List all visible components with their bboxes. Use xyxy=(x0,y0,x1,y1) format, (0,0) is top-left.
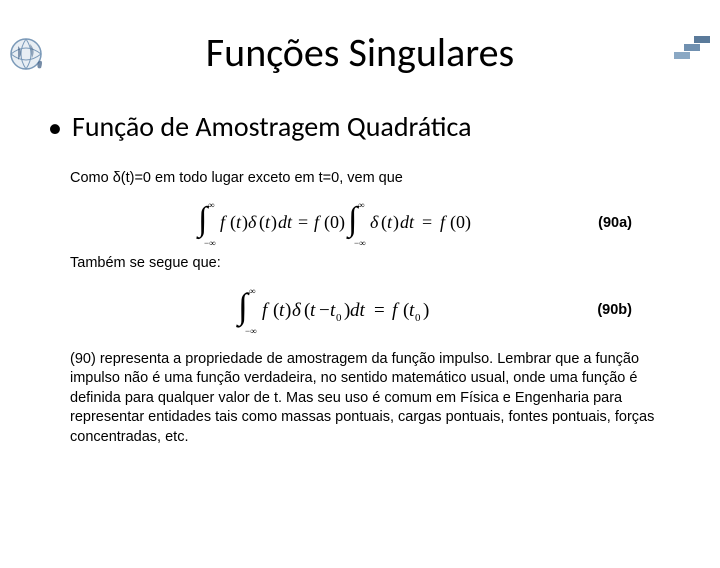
svg-text:f: f xyxy=(220,212,228,232)
equation-1: ∫ ∞ −∞ f ( t ) δ ( t ) dt = f (0) ∫ ∞ −∞ xyxy=(190,198,530,248)
svg-text:δ: δ xyxy=(292,300,302,321)
svg-text:dt: dt xyxy=(350,300,366,321)
svg-text:=: = xyxy=(422,212,432,232)
svg-text:): ) xyxy=(271,212,277,233)
svg-text:): ) xyxy=(423,300,429,321)
equation-2: ∫ ∞ −∞ f ( t ) δ ( t − t 0 ) dt = f ( t … xyxy=(230,284,490,336)
svg-text:−∞: −∞ xyxy=(245,326,257,336)
svg-text:t: t xyxy=(310,300,316,321)
svg-text:): ) xyxy=(285,300,291,321)
page-title: Funções Singulares xyxy=(0,28,720,77)
equation-1-row: ∫ ∞ −∞ f ( t ) δ ( t ) dt = f (0) ∫ ∞ −∞ xyxy=(48,198,672,248)
logo-right xyxy=(666,34,714,62)
footer-paragraph: (90) representa a propriedade de amostra… xyxy=(70,350,672,448)
svg-text:=: = xyxy=(374,300,385,321)
svg-text:∞: ∞ xyxy=(249,286,255,296)
logo-left xyxy=(6,34,46,74)
svg-text:δ: δ xyxy=(370,212,379,232)
svg-text:0: 0 xyxy=(415,312,421,324)
svg-text:∞: ∞ xyxy=(208,200,214,210)
svg-text:dt: dt xyxy=(278,212,293,232)
bullet-icon: • xyxy=(48,111,62,145)
svg-text:dt: dt xyxy=(400,212,415,232)
svg-text:=: = xyxy=(298,212,308,232)
svg-text:∫: ∫ xyxy=(236,286,250,328)
svg-text:δ: δ xyxy=(248,212,257,232)
subtitle-row: • Função de Amostragem Quadrática xyxy=(48,109,672,145)
equation-2-row: ∫ ∞ −∞ f ( t ) δ ( t − t 0 ) dt = f ( t … xyxy=(48,284,672,336)
equation-2-label: (90b) xyxy=(597,302,632,318)
svg-text:−∞: −∞ xyxy=(354,238,366,248)
line-2: Também se segue que: xyxy=(70,254,672,274)
svg-text:(0): (0) xyxy=(450,212,471,233)
svg-text:∞: ∞ xyxy=(358,200,364,210)
svg-text:f: f xyxy=(440,212,448,232)
svg-text:−: − xyxy=(319,300,330,321)
svg-text:f: f xyxy=(314,212,322,232)
content-area: • Função de Amostragem Quadrática Como δ… xyxy=(0,109,720,448)
equation-1-label: (90a) xyxy=(598,215,632,231)
subtitle: Função de Amostragem Quadrática xyxy=(72,109,472,144)
svg-text:f: f xyxy=(392,300,400,321)
line-1: Como δ(t)=0 em todo lugar exceto em t=0,… xyxy=(70,169,672,189)
svg-text:f: f xyxy=(262,300,270,321)
svg-text:): ) xyxy=(393,212,399,233)
svg-text:(0): (0) xyxy=(324,212,345,233)
svg-text:−∞: −∞ xyxy=(204,238,216,248)
svg-text:0: 0 xyxy=(336,312,342,324)
